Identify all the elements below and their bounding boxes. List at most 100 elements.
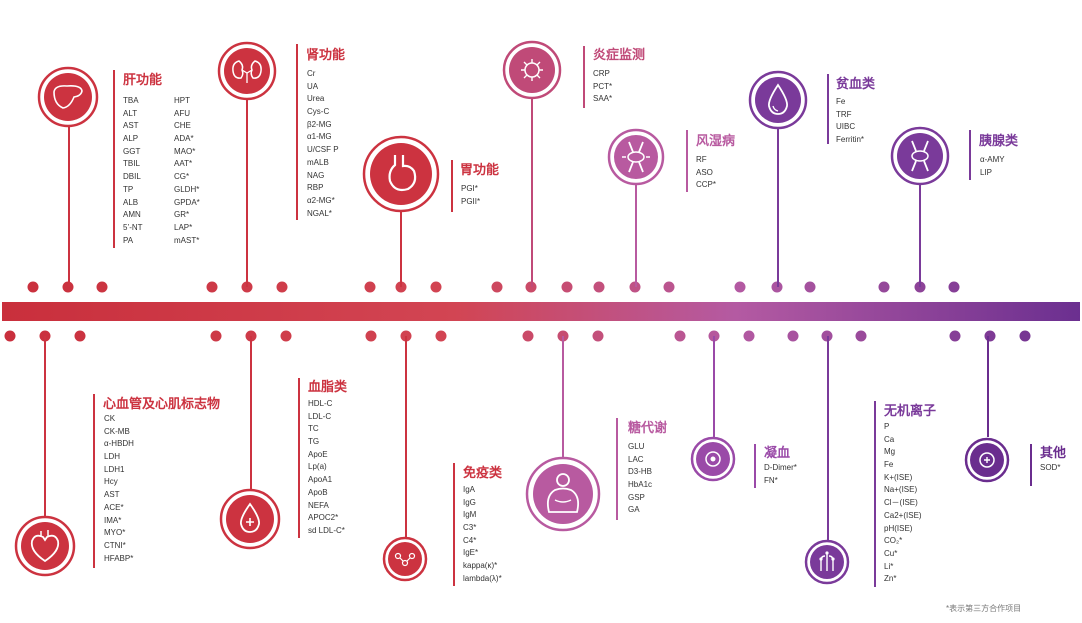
stomach-icon — [362, 135, 440, 213]
connector — [987, 336, 989, 437]
joint-icon — [607, 128, 665, 186]
timeline-dot — [1019, 330, 1031, 342]
title-bar — [616, 418, 618, 520]
group-title: 胰腺类 — [979, 133, 1019, 148]
timeline-dot — [787, 330, 799, 342]
item-list: GLU LAC D3-HB HbA1c GSP GA — [628, 442, 653, 515]
body-icon — [525, 456, 601, 532]
item-list: Fe TRF UIBC Ferritin* — [836, 97, 865, 145]
timeline-dot — [435, 330, 447, 342]
timeline-dot — [280, 330, 292, 342]
timeline-dot — [365, 330, 377, 342]
timeline-dot — [4, 330, 16, 342]
lipid-drop-icon — [219, 488, 281, 550]
group-title: 其他 — [1040, 445, 1067, 460]
timeline-dot — [210, 330, 222, 342]
connector — [250, 336, 252, 491]
timeline-dot — [855, 330, 867, 342]
timeline-dot — [629, 281, 641, 293]
item-list: TBA ALT AST ALP GGT TBIL DBIL TP ALB AMN 5’-NT PA — [123, 96, 143, 245]
timeline-dot — [27, 281, 39, 293]
timeline-dot — [878, 281, 890, 293]
title-bar — [754, 444, 756, 488]
timeline-dot — [491, 281, 503, 293]
virus-icon — [502, 40, 562, 100]
group-title: 炎症监测 — [593, 47, 646, 62]
connector — [562, 336, 564, 459]
timeline-dot — [914, 281, 926, 293]
liver-icon — [37, 66, 99, 128]
timeline-dot — [430, 281, 442, 293]
timeline-dot — [663, 281, 675, 293]
ion-icon — [804, 539, 850, 585]
title-bar — [874, 401, 876, 587]
other-icon — [964, 437, 1010, 483]
connector — [919, 184, 921, 287]
connector — [246, 97, 248, 287]
group-title: 心血管及心肌标志物 — [103, 396, 221, 411]
title-bar — [686, 130, 688, 192]
timeline-dot — [96, 281, 108, 293]
title-bar — [453, 463, 455, 586]
item-list: PGI* PGII* — [461, 184, 481, 206]
group-title: 风湿病 — [696, 133, 736, 148]
timeline-dot — [364, 281, 376, 293]
timeline-dot — [674, 330, 686, 342]
timeline-dot — [734, 281, 746, 293]
title-bar — [827, 74, 829, 144]
item-list: D-Dimer* FN* — [764, 463, 797, 485]
connector — [44, 336, 46, 518]
timeline-dot — [206, 281, 218, 293]
blood-drop-icon — [748, 70, 808, 130]
connector — [405, 336, 407, 538]
group-title: 胃功能 — [460, 162, 500, 177]
connector — [531, 98, 533, 287]
timeline-band — [2, 302, 1080, 321]
timeline-dot — [743, 330, 755, 342]
title-bar — [298, 378, 300, 538]
item-list-2: HPT AFU CHE ADA* MAO* AAT* CG* GLDH* GPDA* GR* LAP… — [174, 96, 200, 245]
molecule-icon — [382, 536, 428, 582]
item-list: P Ca Mg Fe K+(ISE) Na+(ISE) Cl－(ISE) Ca2+(ISE) p… — [884, 422, 922, 584]
timeline-dot — [522, 330, 534, 342]
pancreas-icon — [890, 126, 950, 186]
title-bar — [93, 394, 95, 568]
title-bar — [451, 160, 453, 212]
item-list: RF ASO CCP* — [696, 155, 717, 190]
timeline-dot — [948, 281, 960, 293]
title-bar — [1030, 444, 1032, 486]
item-list: HDL-C LDL-C TC TG ApoE Lp(a) ApoA1 ApoB NEFA APOC… — [308, 399, 345, 535]
group-title: 血脂类 — [308, 379, 348, 394]
group-title: 无机离子 — [884, 403, 937, 418]
connector — [635, 183, 637, 287]
timeline-dot — [395, 281, 407, 293]
timeline-dot — [592, 330, 604, 342]
title-bar — [583, 46, 585, 108]
item-list: SOD* — [1040, 463, 1061, 472]
timeline-dot — [276, 281, 288, 293]
group-title: 凝血 — [764, 445, 791, 460]
group-title: 肾功能 — [306, 47, 346, 62]
timeline-dot — [804, 281, 816, 293]
timeline-dot — [241, 281, 253, 293]
connector — [400, 210, 402, 287]
title-bar — [969, 130, 971, 180]
timeline-dot — [62, 281, 74, 293]
timeline-dot — [74, 330, 86, 342]
item-list: CK CK-MB α-HBDH LDH LDH1 Hcy AST ACE* IMA* MYO* CT… — [104, 414, 134, 563]
title-bar — [113, 70, 115, 248]
group-title: 肝功能 — [123, 72, 163, 87]
timeline-dot — [593, 281, 605, 293]
connector — [827, 336, 829, 541]
coagulation-icon — [690, 436, 736, 482]
group-title: 贫血类 — [836, 76, 876, 91]
timeline-dot — [561, 281, 573, 293]
item-list: CRP PCT* SAA* — [593, 69, 613, 104]
heart-icon — [14, 515, 76, 577]
timeline-dot — [771, 281, 783, 293]
connector — [713, 336, 715, 438]
footnote: *表示第三方合作项目 — [946, 604, 1022, 613]
